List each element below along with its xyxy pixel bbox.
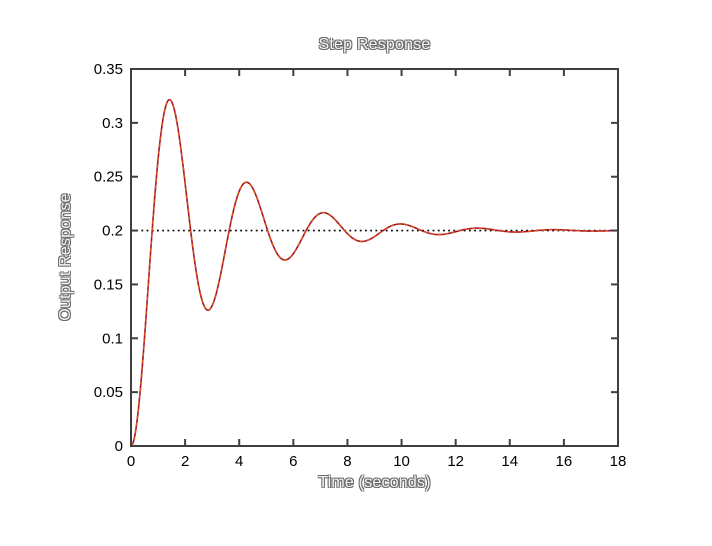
x-tick-label: 2 [181,453,189,470]
x-tick-label: 10 [393,453,410,470]
x-tick-label: 4 [235,453,243,470]
y-axis-label: Output Response [57,193,74,321]
x-tick-label: 0 [127,453,135,470]
x-tick-label: 14 [501,453,518,470]
x-tick-label: 18 [610,453,627,470]
y-tick-label: 0.2 [102,223,123,240]
x-tick-label: 6 [289,453,297,470]
y-tick-label: 0.05 [94,384,123,401]
y-tick-label: 0.25 [94,169,123,186]
response-curve [130,98,619,447]
x-tick-label: 8 [343,453,351,470]
response-curve-dash-overlay [130,98,619,447]
x-axis-label: Time (seconds) [318,474,431,491]
y-tick-label: 0.1 [102,330,123,347]
axes-box [130,68,619,447]
y-tick-label: 0.3 [102,115,123,132]
x-tick-label: 16 [556,453,573,470]
y-tick-label: 0.15 [94,276,123,293]
x-tick-label: 12 [447,453,464,470]
y-tick-label: 0 [115,438,123,455]
chart-title: Step Response [318,36,431,53]
y-tick-label: 0.35 [94,61,123,78]
